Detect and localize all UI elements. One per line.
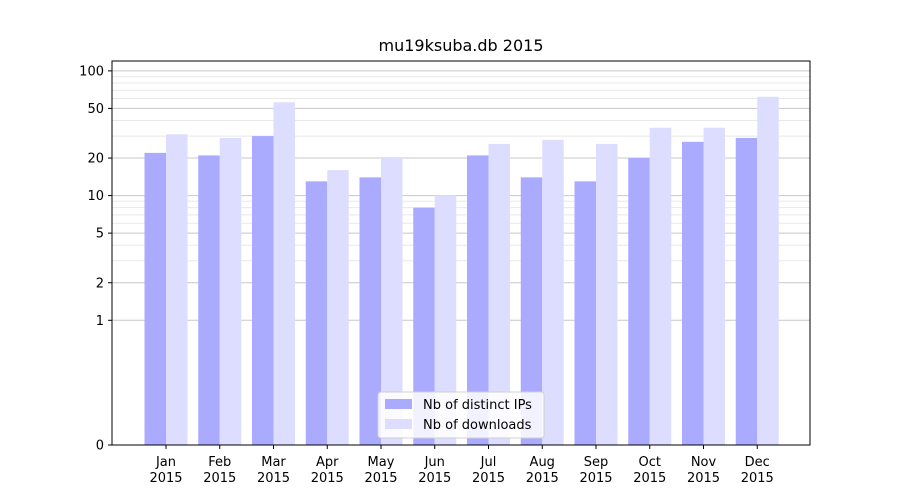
x-tick-label: Apr 2015 <box>311 455 344 486</box>
bar-distinct-ips <box>735 137 758 446</box>
y-tick-label: 0 <box>96 439 104 454</box>
plot-frame <box>111 60 811 446</box>
legend-label: Nb of downloads <box>423 418 532 433</box>
x-tick-label: Mar 2015 <box>257 455 290 486</box>
x-axis: Jan 2015 Feb 2015 Mar 2015 Apr 2015 May 2015 Jun 20… <box>149 445 774 486</box>
bar-downloads <box>649 127 672 445</box>
x-tick-label: Nov 2015 <box>687 455 720 486</box>
y-tick-label: 10 <box>87 189 104 204</box>
bar-downloads <box>381 158 403 445</box>
bar-distinct-ips <box>520 177 543 445</box>
bar-distinct-ips <box>144 152 166 445</box>
y-tick-label: 20 <box>87 152 104 167</box>
x-tick-label: Oct 2015 <box>633 455 666 486</box>
bar-downloads <box>219 137 242 446</box>
bar-distinct-ips <box>628 158 650 445</box>
bar-downloads <box>327 170 349 445</box>
x-tick-label: Feb 2015 <box>203 455 236 486</box>
bar-distinct-ips <box>359 177 381 445</box>
y-tick-label: 1 <box>96 314 104 329</box>
legend-label: Nb of distinct IPs <box>423 398 532 413</box>
bar-distinct-ips <box>252 136 274 446</box>
legend-box <box>377 391 545 439</box>
bar-downloads <box>166 134 188 445</box>
x-tick-label: Jan 2015 <box>149 455 182 486</box>
x-tick-label: May 2015 <box>364 455 397 486</box>
x-tick-label: Jun 2015 <box>418 455 451 486</box>
legend: Nb of distinct IPs Nb of downloads <box>377 391 545 439</box>
bar-distinct-ips <box>198 155 220 445</box>
bar-downloads <box>542 139 564 445</box>
y-tick-label: 5 <box>96 227 104 242</box>
bar-downloads <box>703 127 725 445</box>
bar-downloads <box>488 143 510 446</box>
y-tick-label: 50 <box>87 102 104 117</box>
bar-downloads <box>596 143 618 446</box>
y-tick-label: 100 <box>79 64 104 79</box>
legend-swatch <box>385 399 412 409</box>
y-axis: 0 1 2 5 10 20 50 100 <box>79 64 112 454</box>
x-tick-label: Jul 2015 <box>472 455 505 486</box>
bar-distinct-ips <box>682 141 704 445</box>
y-tick-label: 2 <box>96 276 104 291</box>
legend-swatch <box>385 419 412 429</box>
bar-distinct-ips <box>305 181 328 445</box>
chart-title: mu19ksuba.db 2015 <box>379 36 544 55</box>
bar-distinct-ips <box>413 207 435 445</box>
bar-distinct-ips <box>574 181 596 445</box>
bar-distinct-ips <box>467 155 489 445</box>
x-tick-label: Aug 2015 <box>526 455 559 486</box>
x-tick-label: Dec 2015 <box>741 455 774 486</box>
bar-downloads <box>434 195 457 445</box>
bars-layer <box>144 96 779 446</box>
x-tick-label: Sep 2015 <box>579 455 612 486</box>
bar-downloads <box>757 96 779 446</box>
bar-downloads <box>273 102 295 446</box>
